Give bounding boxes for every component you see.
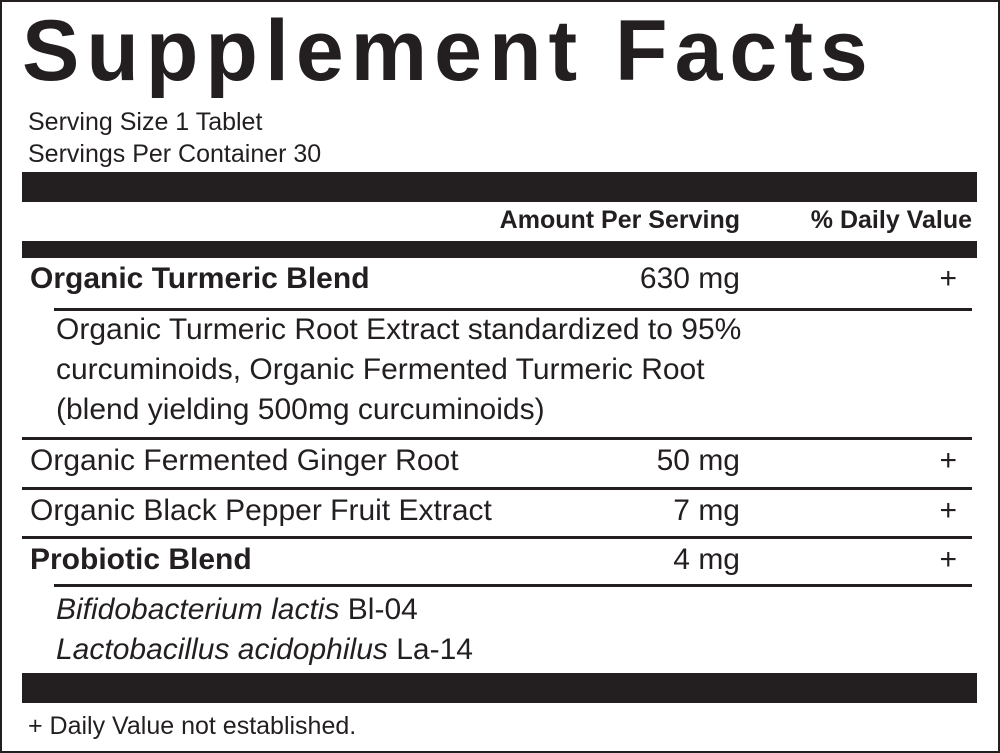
strain: Bifidobacterium lactis Bl-04 <box>56 595 418 625</box>
ingredient-detail: Organic Turmeric Root Extract standardiz… <box>56 313 742 346</box>
serving-size: Serving Size 1 Tablet <box>28 108 263 136</box>
ingredient-amount: 630 mg <box>639 262 740 295</box>
species: Lactobacillus acidophilus <box>56 633 388 666</box>
strain-id: La-14 <box>396 633 473 666</box>
ingredient-name: Organic Turmeric Blend <box>30 262 370 295</box>
servings-per-container: Servings Per Container 30 <box>28 140 322 168</box>
dv-header: % Daily Value <box>810 206 972 234</box>
ingredient-dv: + <box>939 262 957 295</box>
thick-bar <box>22 172 977 202</box>
ingredient-amount: 50 mg <box>656 444 740 477</box>
strain-id: Bl-04 <box>347 593 418 626</box>
ingredient-name: Organic Black Pepper Fruit Extract <box>30 494 492 527</box>
amount-header: Amount Per Serving <box>499 206 740 234</box>
rule <box>22 437 972 440</box>
thick-bar <box>22 673 977 703</box>
ingredient-name: Probiotic Blend <box>30 543 252 576</box>
rule <box>54 584 972 587</box>
ingredient-detail: (blend yielding 500mg curcuminoids) <box>56 393 545 426</box>
ingredient-dv: + <box>939 494 957 527</box>
rule <box>22 487 972 490</box>
ingredient-amount: 4 mg <box>673 543 740 576</box>
strain: Lactobacillus acidophilus La-14 <box>56 635 473 665</box>
ingredient-name: Organic Fermented Ginger Root <box>30 444 459 477</box>
rule <box>54 308 972 311</box>
ingredient-amount: 7 mg <box>673 494 740 527</box>
ingredient-detail: curcuminoids, Organic Fermented Turmeric… <box>56 353 705 386</box>
ingredient-dv: + <box>939 444 957 477</box>
rule <box>22 536 972 539</box>
ingredient-dv: + <box>939 543 957 576</box>
footnote: + Daily Value not established. <box>28 712 357 740</box>
thick-bar <box>22 241 977 258</box>
species: Bifidobacterium lactis <box>56 593 340 626</box>
title: Supplement Facts <box>22 3 875 99</box>
